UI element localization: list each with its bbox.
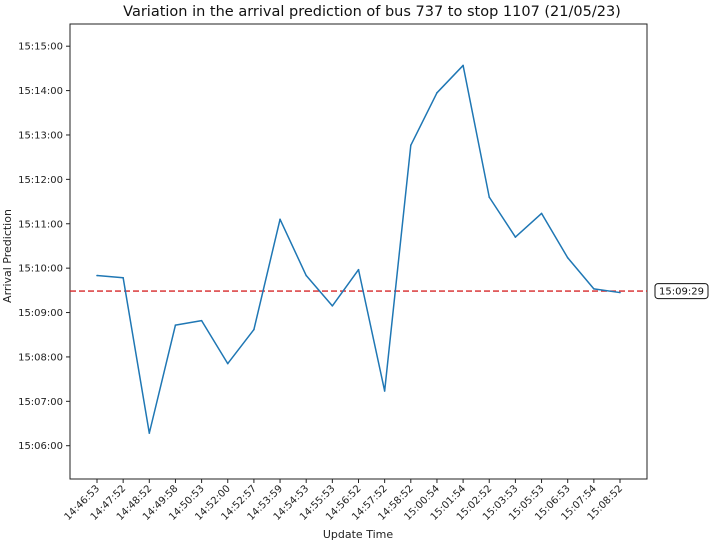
data-point (436, 92, 438, 94)
y-tick-label: 15:10:00 (18, 264, 63, 275)
data-point (593, 288, 595, 290)
data-point (96, 274, 98, 277)
data-point (488, 196, 491, 198)
data-point (226, 362, 229, 365)
y-tick-label: 15:12:00 (18, 175, 63, 186)
data-point (122, 276, 124, 279)
x-axis-label: Update Time (323, 528, 393, 541)
reference-label: 15:09:29 (659, 287, 704, 298)
y-tick-label: 15:15:00 (18, 42, 63, 53)
data-point (540, 212, 543, 215)
y-tick-label: 15:09:00 (18, 308, 63, 319)
chart-title: Variation in the arrival prediction of b… (123, 4, 621, 20)
reference-line-group: 15:09:29 (70, 283, 709, 300)
y-tick-label: 15:11:00 (18, 219, 63, 230)
data-point (279, 218, 281, 221)
data-point (200, 319, 203, 322)
reference-label-box (654, 283, 709, 300)
y-tick-label: 15:06:00 (18, 441, 63, 452)
data-point (566, 256, 569, 259)
data-point (174, 324, 177, 326)
y-tick-label: 15:13:00 (18, 130, 63, 141)
data-point (331, 305, 334, 307)
data-point (619, 291, 621, 294)
y-axis-label: Arrival Prediction (1, 209, 14, 303)
series-group (96, 64, 621, 434)
data-point (148, 432, 151, 434)
y-tick-label: 15:14:00 (18, 86, 63, 97)
y-axis-ticks: 15:06:00 15:07:00 15:08:00 15:09:00 15:10:00… (18, 42, 70, 452)
data-point (253, 328, 255, 331)
data-point (305, 274, 308, 277)
data-point (383, 390, 386, 392)
y-tick-label: 15:08:00 (18, 352, 63, 363)
data-point (357, 268, 360, 271)
y-tick-label: 15:07:00 (18, 397, 63, 408)
data-point (514, 236, 517, 238)
data-point (462, 64, 464, 67)
data-point (410, 144, 412, 147)
